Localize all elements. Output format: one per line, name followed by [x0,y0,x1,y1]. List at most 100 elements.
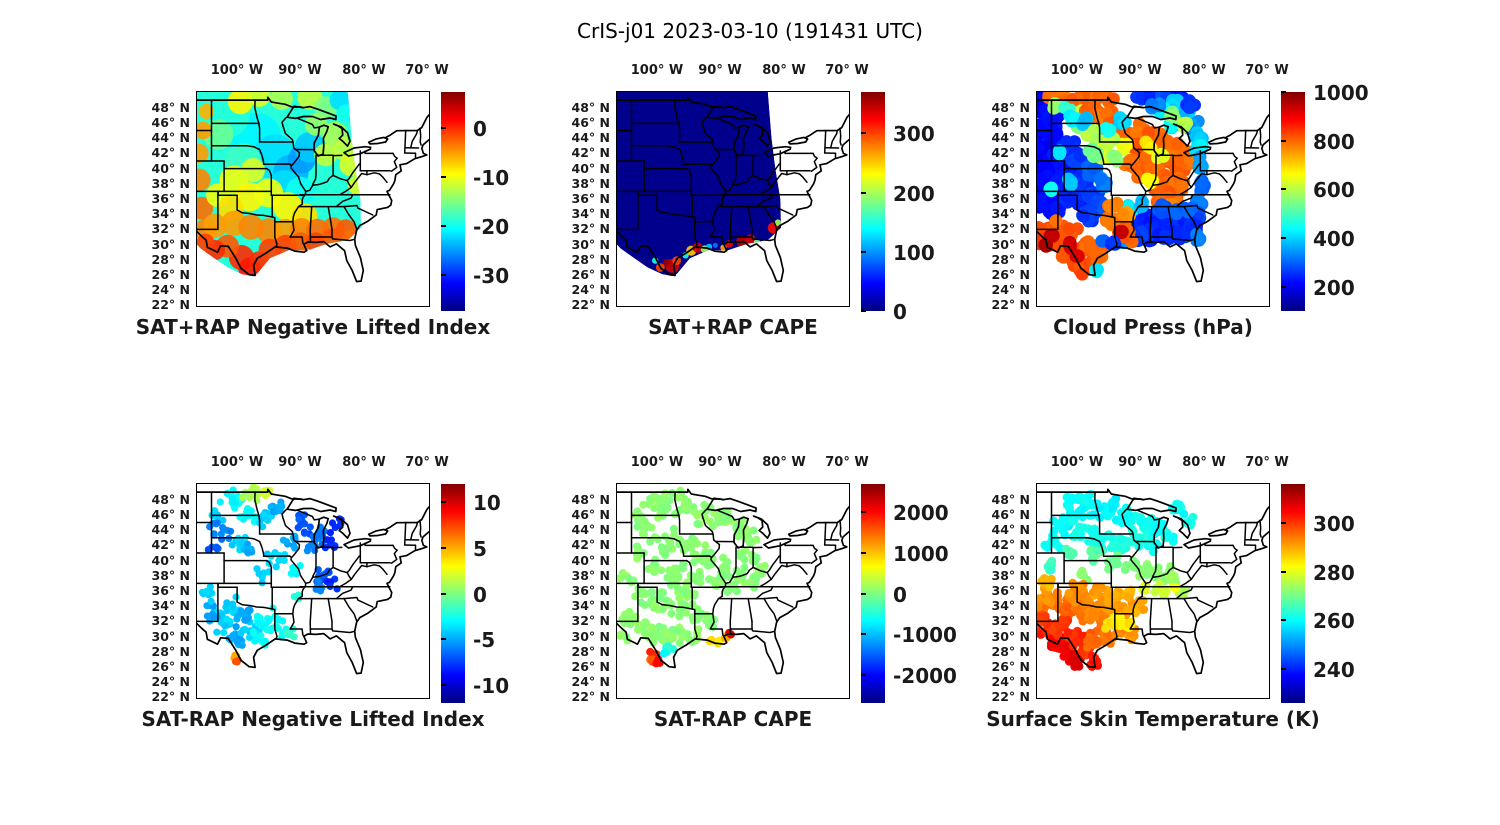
lat-tick-label: 22° N [571,297,610,312]
data-points [1036,489,1198,671]
lat-tick-label: 30° N [571,629,610,644]
lat-tick-label: 44° N [571,130,610,145]
lat-tick-label: 26° N [991,267,1030,282]
colorbar-tick-label: -1000 [893,623,957,647]
lat-tick-label: 32° N [571,613,610,628]
colorbar-tick [861,593,866,595]
lon-tick-label: 90° W [278,63,322,78]
lat-tick-label: 42° N [151,145,190,160]
lon-tick-label: 100° W [630,455,684,470]
lat-tick-label: 44° N [571,522,610,537]
map-sat-minus-rap-negative-lifted-index [196,483,430,699]
colorbar-tick-label: 0 [893,583,907,607]
lat-tick-label: 32° N [151,221,190,236]
colorbar-tick-label: 5 [473,537,487,561]
lat-tick-label: 36° N [571,583,610,598]
colorbar-tick [1281,522,1286,524]
panel-surface-skin-temperature: 300 280 260 240 Surface Skin Temperature (K… [986,455,1354,731]
lat-tick-label: 44° N [151,522,190,537]
lat-tick-label: 28° N [151,252,190,267]
lat-tick-label: 48° N [571,492,610,507]
lat-tick-label: 40° N [571,161,610,176]
lat-tick-label: 40° N [151,161,190,176]
colorbar-tick-label: 400 [1313,227,1355,251]
lon-tick-label: 70° W [405,455,449,470]
colorbar-tick [1281,619,1286,621]
lat-tick-label: 48° N [991,100,1030,115]
lon-tick-label: 90° W [1118,63,1162,78]
colorbar-gradient [1281,484,1305,703]
panel-title: Surface Skin Temperature (K) [986,707,1320,731]
lat-tick-label: 24° N [151,282,190,297]
panel-cloud-press: 1000 800 600 400 200 Cloud Press (hPa) 100° … [992,63,1369,339]
colorbar-tick [1281,91,1286,93]
lon-tick-label: 100° W [210,63,264,78]
lat-tick-label: 34° N [151,206,190,221]
lat-tick-label: 42° N [991,145,1030,160]
lat-tick-label: 36° N [151,191,190,206]
lon-tick-label: 90° W [1118,455,1162,470]
lat-tick-label: 26° N [151,659,190,674]
colorbar-tick-label: 300 [893,122,935,146]
lat-tick-label: 46° N [991,115,1030,130]
lat-tick-label: 38° N [571,176,610,191]
colorbar-tick [1281,286,1286,288]
colorbar-tick [441,684,446,686]
colorbar-tick [861,192,866,194]
colorbar-tick-label: 300 [1313,512,1355,536]
lon-tick-label: 80° W [1182,455,1226,470]
figure-title: CrIS-j01 2023-03-10 (191431 UTC) [577,19,923,44]
data-points [196,91,362,277]
lat-tick-label: 32° N [991,221,1030,236]
lat-tick-label: 36° N [991,583,1030,598]
lat-tick-label: 36° N [571,191,610,206]
lat-tick-label: 34° N [571,598,610,613]
colorbar-tick [441,593,446,595]
colorbar: 300 200 100 0 [861,92,935,322]
lat-tick-label: 32° N [151,613,190,628]
map-cloud-press [1036,91,1270,307]
lat-tick-label: 22° N [991,689,1030,704]
lat-tick-label: 30° N [151,629,190,644]
lon-tick-label: 100° W [1050,455,1104,470]
colorbar-tick-label: 240 [1313,658,1355,682]
colorbar-tick-label: -20 [473,215,510,239]
lon-tick-label: 80° W [342,63,386,78]
lat-tick-label: 34° N [571,206,610,221]
state-borders [616,96,850,283]
lon-tick-label: 80° W [342,455,386,470]
panel-title: SAT-RAP CAPE [653,707,813,731]
colorbar-gradient [441,92,465,311]
state-borders [196,96,430,283]
lat-tick-label: 30° N [991,237,1030,252]
lat-tick-label: 34° N [151,598,190,613]
lat-tick-label: 28° N [151,644,190,659]
lat-tick-label: 32° N [571,221,610,236]
panel-title: SAT-RAP Negative Lifted Index [141,707,485,731]
state-borders [1036,96,1270,283]
lat-tick-label: 38° N [991,568,1030,583]
lat-tick-label: 42° N [571,537,610,552]
colorbar-tick [1281,140,1286,142]
colorbar-tick-label: 100 [893,241,935,265]
lat-tick-label: 38° N [151,176,190,191]
lat-tick-label: 44° N [991,130,1030,145]
lon-tick-label: 70° W [1245,63,1289,78]
colorbar-gradient [861,92,885,311]
lat-tick-label: 40° N [991,553,1030,568]
colorbar-tick-label: 0 [473,583,487,607]
lat-tick-label: 22° N [571,689,610,704]
lat-tick-label: 28° N [991,252,1030,267]
colorbar-tick-label: -2000 [893,664,957,688]
lon-tick-label: 100° W [1050,63,1104,78]
colorbar-tick [1281,188,1286,190]
lat-tick-label: 28° N [571,644,610,659]
panel-sat-plus-rap-cape: 300 200 100 0 SAT+RAP CAPE 100° W 90° W 80° W… [572,63,935,339]
lat-tick-label: 38° N [991,176,1030,191]
panel-title: SAT+RAP Negative Lifted Index [135,315,491,339]
colorbar-tick [441,225,446,227]
colorbar-tick [441,547,446,549]
lon-tick-label: 80° W [1182,63,1226,78]
lon-tick-label: 90° W [698,455,742,470]
lat-tick-label: 24° N [151,674,190,689]
